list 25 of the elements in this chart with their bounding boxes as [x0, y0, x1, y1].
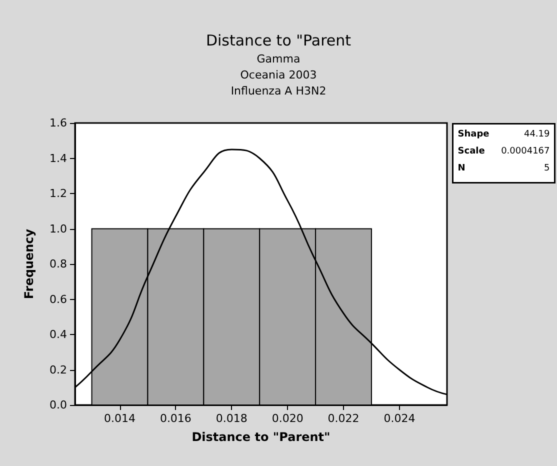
y-tick-label: 1.0 — [50, 222, 67, 236]
x-tick-label: 0.022 — [328, 412, 360, 425]
chart-title: Distance to "Parent — [206, 32, 352, 50]
y-tick-label: 0.8 — [50, 258, 67, 270]
y-axis-title: Frequency — [22, 228, 36, 300]
x-tick-label: 0.014 — [104, 412, 136, 425]
x-tick-label: 0.024 — [384, 412, 416, 425]
text: 5 — [544, 163, 550, 174]
x-tick-label: 0.018 — [216, 412, 248, 425]
y-tick-label: 0.4 — [50, 328, 67, 341]
text: Scale — [458, 146, 485, 156]
y-tick-label: 1.6 — [50, 116, 67, 130]
text: 0.0004167 — [501, 146, 550, 156]
text: Shape — [458, 129, 490, 140]
y-tick-label: 0.0 — [50, 398, 67, 412]
y-tick-label: 0.2 — [50, 363, 67, 376]
y-tick-label: 1.2 — [50, 187, 67, 200]
text: 44.19 — [524, 129, 550, 140]
x-axis-title: Distance to "Parent" — [192, 430, 330, 444]
x-tick-label: 0.020 — [272, 412, 304, 425]
x-tick-label: 0.016 — [160, 412, 192, 425]
text: N — [458, 163, 466, 174]
y-tick-label: 1.4 — [50, 152, 67, 165]
chart-subtitle: Gamma Oceania 2003 Influenza A H3N2 — [230, 52, 326, 98]
y-tick-label: 0.6 — [50, 292, 67, 306]
